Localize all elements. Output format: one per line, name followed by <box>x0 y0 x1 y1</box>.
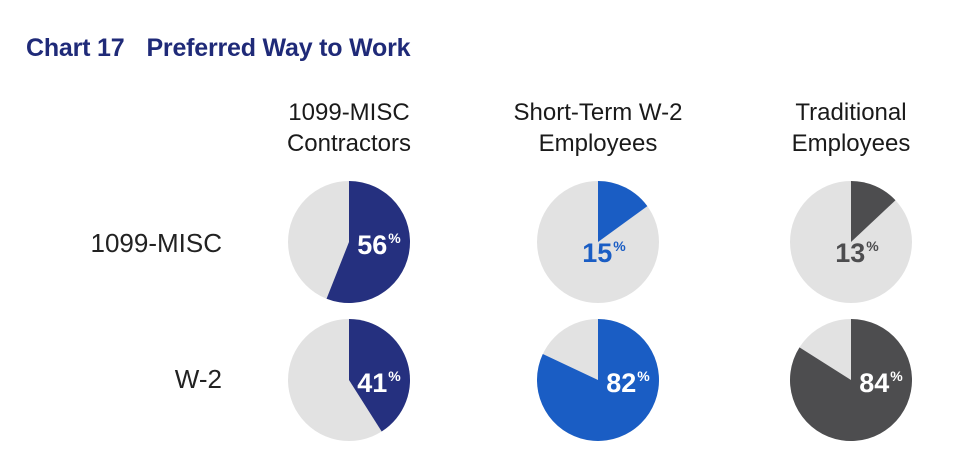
pie-1099-misc-short-term-w-2-employees: 15% <box>537 181 659 303</box>
pie-w-2-1099-misc-contractors: 41% <box>288 319 410 441</box>
pie-1099-misc-traditional-employees: 13% <box>790 181 912 303</box>
pie-w-2-short-term-w-2-employees: 82% <box>537 319 659 441</box>
pie-w-2-traditional-employees: 84% <box>790 319 912 441</box>
pie-grid: 56% 15% 13% 41% 82% 84% <box>0 0 960 470</box>
pie-1099-misc-1099-misc-contractors: 56% <box>288 181 410 303</box>
